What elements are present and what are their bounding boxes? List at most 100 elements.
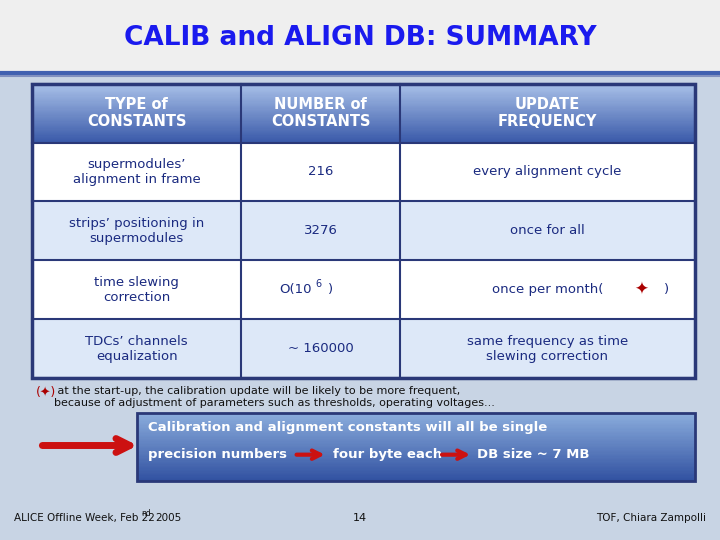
Text: 2005: 2005 [155, 514, 181, 523]
Text: 14: 14 [353, 514, 367, 523]
FancyBboxPatch shape [32, 201, 695, 260]
FancyBboxPatch shape [137, 435, 695, 436]
FancyBboxPatch shape [32, 84, 695, 85]
Text: TYPE of
CONSTANTS: TYPE of CONSTANTS [87, 97, 186, 129]
FancyBboxPatch shape [32, 89, 695, 90]
FancyBboxPatch shape [137, 420, 695, 421]
FancyBboxPatch shape [32, 103, 695, 104]
FancyBboxPatch shape [32, 90, 695, 91]
FancyBboxPatch shape [32, 114, 695, 116]
FancyBboxPatch shape [32, 138, 695, 139]
FancyBboxPatch shape [137, 459, 695, 460]
FancyBboxPatch shape [32, 141, 695, 143]
FancyBboxPatch shape [137, 424, 695, 426]
FancyBboxPatch shape [137, 454, 695, 455]
FancyBboxPatch shape [32, 98, 695, 99]
Text: TOF, Chiara Zampolli: TOF, Chiara Zampolli [595, 514, 706, 523]
FancyBboxPatch shape [32, 143, 695, 201]
FancyBboxPatch shape [0, 0, 720, 73]
FancyBboxPatch shape [32, 133, 695, 134]
Text: ALICE Offline Week, Feb 22: ALICE Offline Week, Feb 22 [14, 514, 156, 523]
Text: 3276: 3276 [304, 224, 338, 238]
FancyBboxPatch shape [32, 140, 695, 141]
FancyBboxPatch shape [137, 432, 695, 433]
FancyBboxPatch shape [32, 117, 695, 118]
Text: 216: 216 [308, 165, 333, 179]
FancyBboxPatch shape [32, 106, 695, 107]
FancyBboxPatch shape [137, 448, 695, 449]
FancyBboxPatch shape [32, 134, 695, 136]
FancyBboxPatch shape [32, 139, 695, 140]
FancyBboxPatch shape [32, 126, 695, 127]
Text: same frequency as time
slewing correction: same frequency as time slewing correctio… [467, 335, 628, 362]
FancyBboxPatch shape [32, 100, 695, 102]
Text: 6: 6 [315, 279, 322, 289]
Text: ~ 160000: ~ 160000 [288, 342, 354, 355]
FancyBboxPatch shape [137, 429, 695, 431]
FancyBboxPatch shape [137, 455, 695, 456]
FancyBboxPatch shape [137, 467, 695, 468]
FancyBboxPatch shape [32, 85, 695, 86]
FancyBboxPatch shape [137, 468, 695, 470]
FancyBboxPatch shape [137, 471, 695, 472]
FancyBboxPatch shape [137, 446, 695, 447]
FancyBboxPatch shape [137, 444, 695, 446]
FancyBboxPatch shape [137, 416, 695, 417]
FancyBboxPatch shape [137, 413, 695, 415]
Text: (✦): (✦) [36, 386, 56, 399]
FancyBboxPatch shape [32, 125, 695, 126]
FancyBboxPatch shape [137, 427, 695, 428]
FancyBboxPatch shape [32, 120, 695, 122]
FancyBboxPatch shape [137, 440, 695, 442]
FancyBboxPatch shape [137, 415, 695, 416]
FancyBboxPatch shape [32, 118, 695, 119]
Text: time slewing
correction: time slewing correction [94, 276, 179, 303]
FancyBboxPatch shape [137, 422, 695, 424]
FancyBboxPatch shape [137, 480, 695, 481]
FancyBboxPatch shape [32, 93, 695, 94]
FancyBboxPatch shape [137, 476, 695, 478]
FancyBboxPatch shape [32, 132, 695, 133]
Text: ✦: ✦ [634, 281, 648, 299]
FancyBboxPatch shape [137, 428, 695, 429]
FancyBboxPatch shape [32, 319, 695, 378]
Text: four byte each: four byte each [333, 448, 442, 461]
FancyBboxPatch shape [32, 112, 695, 113]
Text: ): ) [328, 283, 333, 296]
FancyBboxPatch shape [137, 431, 695, 432]
Text: precision numbers: precision numbers [148, 448, 287, 461]
FancyBboxPatch shape [137, 478, 695, 480]
FancyBboxPatch shape [137, 438, 695, 440]
FancyBboxPatch shape [32, 113, 695, 114]
FancyBboxPatch shape [32, 116, 695, 117]
FancyBboxPatch shape [32, 105, 695, 106]
Text: O(10: O(10 [279, 283, 312, 296]
FancyBboxPatch shape [32, 86, 695, 87]
Text: once per month(: once per month( [492, 283, 603, 296]
FancyBboxPatch shape [137, 453, 695, 454]
FancyBboxPatch shape [137, 462, 695, 463]
FancyBboxPatch shape [32, 87, 695, 89]
FancyBboxPatch shape [32, 260, 695, 319]
Text: UPDATE
FREQUENCY: UPDATE FREQUENCY [498, 97, 597, 129]
FancyBboxPatch shape [32, 129, 695, 130]
FancyBboxPatch shape [137, 426, 695, 427]
FancyBboxPatch shape [32, 127, 695, 129]
FancyBboxPatch shape [137, 475, 695, 476]
FancyBboxPatch shape [32, 122, 695, 123]
Text: ): ) [664, 283, 669, 296]
FancyBboxPatch shape [32, 97, 695, 98]
FancyBboxPatch shape [137, 458, 695, 459]
FancyBboxPatch shape [32, 94, 695, 96]
FancyBboxPatch shape [137, 472, 695, 474]
FancyBboxPatch shape [137, 443, 695, 444]
FancyBboxPatch shape [137, 433, 695, 435]
FancyBboxPatch shape [32, 119, 695, 120]
FancyBboxPatch shape [137, 465, 695, 467]
FancyBboxPatch shape [32, 136, 695, 137]
FancyBboxPatch shape [32, 104, 695, 105]
FancyBboxPatch shape [32, 109, 695, 110]
FancyBboxPatch shape [32, 131, 695, 132]
FancyBboxPatch shape [137, 451, 695, 453]
Text: Calibration and alignment constants will all be single: Calibration and alignment constants will… [148, 421, 547, 434]
